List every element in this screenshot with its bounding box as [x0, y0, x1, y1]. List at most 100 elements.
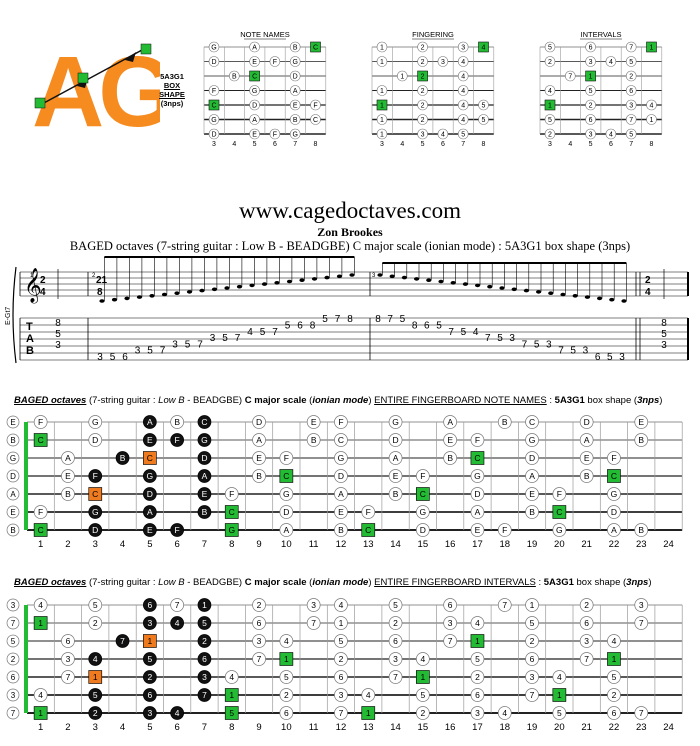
fret-number: 9: [256, 722, 261, 733]
note-head: [389, 274, 395, 279]
note-label: 1: [229, 690, 234, 700]
note-label: 7: [530, 690, 535, 700]
note-marker: [279, 505, 294, 519]
fret-number: 2: [65, 539, 70, 550]
note-label: E: [65, 471, 71, 481]
fret-number: 3: [380, 141, 384, 148]
note-marker: [525, 451, 539, 465]
note-marker: [388, 433, 403, 447]
note-marker: [607, 706, 621, 720]
note-label: D: [420, 525, 426, 535]
title-part: C major scale: [244, 577, 307, 588]
open-string-note: 6: [11, 673, 16, 682]
note-marker: [579, 616, 594, 630]
note-label: 4: [38, 690, 43, 700]
note-marker: [306, 598, 321, 612]
note-marker: [607, 523, 621, 537]
note-label: D: [256, 417, 262, 427]
note-marker: [388, 598, 403, 612]
note-label: F: [366, 507, 371, 517]
fret-number: 12: [336, 539, 347, 550]
note-marker: [279, 634, 294, 648]
note-label: 6: [475, 690, 480, 700]
note-marker: [525, 415, 539, 429]
note-marker: [388, 616, 403, 630]
note-label: E: [147, 435, 153, 445]
note-label: 7: [568, 74, 572, 81]
note-marker: [457, 41, 469, 53]
note-label: C: [201, 417, 207, 427]
note-marker: [579, 451, 594, 465]
subtitle: BAGED octaves (7-string guitar : Low B -…: [69, 239, 631, 253]
note-marker: [361, 505, 376, 519]
note-marker: [279, 652, 294, 666]
box-label-line: SHAPE: [159, 90, 185, 99]
note-marker: [437, 128, 449, 140]
note-label: 2: [475, 672, 480, 682]
note-label: 4: [93, 654, 98, 664]
note-label: 6: [257, 618, 262, 628]
note-label: A: [284, 525, 290, 535]
note-marker: [289, 41, 301, 53]
note-head: [299, 278, 305, 282]
box-label-line: 5A3G1: [160, 72, 184, 81]
tab-chord-fret: 5: [661, 329, 667, 340]
note-marker: [33, 688, 48, 702]
note-marker: [634, 433, 649, 447]
note-label: 1: [400, 74, 404, 81]
title-part: box shape (: [573, 577, 627, 588]
note-label: F: [338, 417, 343, 427]
note-marker: [470, 634, 485, 648]
fret-number: 21: [581, 722, 592, 733]
note-marker: [376, 41, 388, 53]
note-marker: [478, 114, 489, 125]
note-marker: [61, 487, 75, 501]
tab-fret: 5: [260, 327, 266, 338]
note-marker: [457, 70, 469, 82]
note-label: 5: [548, 117, 552, 124]
note-marker: [143, 688, 157, 702]
note-marker: [607, 505, 621, 519]
note-marker: [443, 598, 457, 612]
note-label: B: [584, 471, 590, 481]
note-label: E: [338, 507, 344, 517]
note-head: [523, 288, 530, 293]
note-marker: [470, 523, 485, 537]
note-label: 3: [461, 45, 465, 52]
note-marker: [224, 487, 239, 501]
open-string-marker: [6, 415, 20, 429]
fret-number: 2: [65, 722, 70, 733]
note-head: [475, 283, 481, 288]
tab-fret: 7: [522, 339, 528, 350]
note-label: 1: [530, 600, 535, 610]
note-label: F: [611, 453, 616, 463]
tab-fret: 6: [122, 352, 128, 363]
fret-number: 16: [445, 722, 456, 733]
note-label: B: [174, 417, 180, 427]
note-label: 6: [584, 618, 589, 628]
open-string-note: G: [10, 454, 16, 463]
note-marker: [306, 415, 321, 429]
note-marker: [470, 706, 485, 720]
note-marker: [634, 598, 649, 612]
note-marker: [544, 99, 556, 111]
title-part: (7-string guitar :: [86, 577, 159, 588]
title-part: Low B: [158, 395, 185, 406]
note-label: 2: [284, 690, 289, 700]
note-label: 4: [557, 672, 562, 682]
nut: [24, 605, 28, 713]
note-label: 2: [421, 59, 425, 66]
note-label: F: [273, 132, 277, 139]
note-marker: [376, 99, 388, 111]
fret-number: 21: [581, 539, 592, 550]
tab-fret: 5: [436, 321, 442, 332]
open-string-marker: [6, 487, 20, 501]
note-marker: [478, 41, 489, 53]
note-marker: [579, 652, 594, 666]
tab-fret: 3: [210, 333, 216, 344]
note-marker: [88, 433, 103, 447]
note-label: E: [447, 435, 453, 445]
note-label: A: [475, 507, 481, 517]
tab-fret: 7: [558, 346, 564, 357]
note-label: F: [38, 417, 43, 427]
